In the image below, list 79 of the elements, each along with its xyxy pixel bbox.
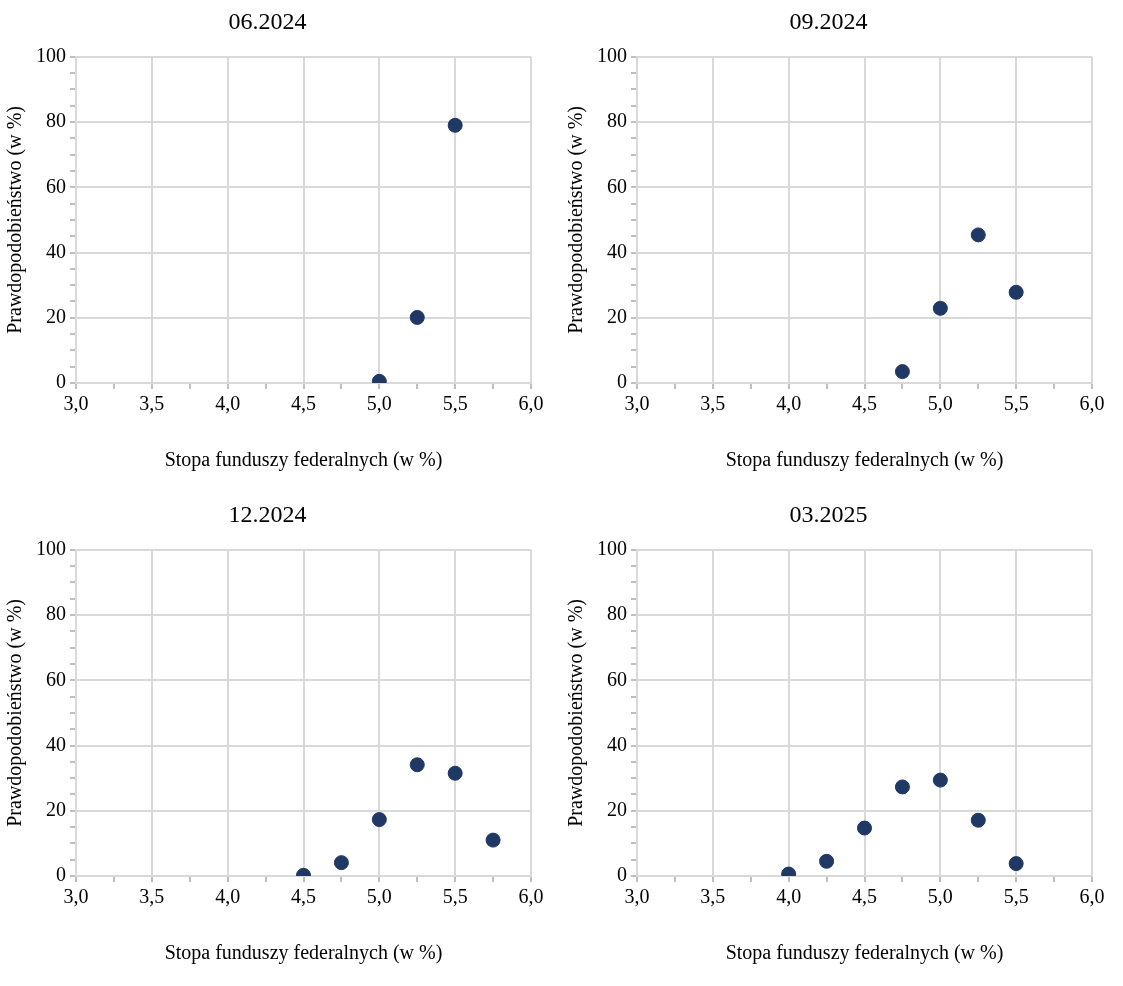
x-tick-label: 4,0 — [215, 392, 241, 415]
point — [1008, 856, 1024, 872]
y-tick-label: 20 — [46, 798, 66, 821]
point — [970, 227, 986, 243]
x-tick-label: 5,0 — [927, 392, 953, 415]
y-tick-label: 40 — [46, 732, 66, 755]
y-tick-label: 80 — [46, 602, 66, 625]
y-tick-label: 20 — [607, 798, 627, 821]
point — [932, 300, 948, 316]
chart-title: 06.2024 — [228, 7, 307, 34]
point — [447, 765, 463, 781]
x-axis-title: Stopa funduszy federalnych (w %) — [164, 941, 443, 965]
y-tick-label: 80 — [607, 109, 627, 132]
x-tick-label: 5,5 — [1003, 392, 1029, 415]
point — [932, 772, 948, 788]
x-tick-label: 6,0 — [518, 885, 544, 908]
x-tick-label: 4,0 — [215, 885, 241, 908]
y-tick-label: 100 — [36, 537, 66, 560]
x-tick-label: 4,5 — [852, 885, 877, 908]
x-tick-label: 4,5 — [852, 392, 877, 415]
x-tick-label: 3,0 — [624, 392, 650, 415]
x-tick-label: 3,0 — [624, 885, 650, 908]
y-axis-title: Prawdopodobieństwo (w %) — [564, 599, 588, 827]
y-tick-label: 80 — [46, 109, 66, 132]
y-axis-title: Prawdopodobieństwo (w %) — [3, 106, 27, 334]
x-tick-label: 4,5 — [291, 885, 316, 908]
point — [371, 812, 387, 828]
y-tick-label: 0 — [56, 863, 66, 886]
x-tick-label: 5,5 — [442, 392, 468, 415]
point — [333, 855, 349, 871]
x-tick-label: 5,5 — [442, 885, 468, 908]
x-tick-label: 3,0 — [63, 392, 89, 415]
y-tick-label: 40 — [46, 239, 66, 262]
point — [819, 853, 835, 869]
y-tick-label: 80 — [607, 602, 627, 625]
y-tick-label: 0 — [617, 370, 627, 393]
x-tick-label: 4,5 — [291, 392, 316, 415]
y-tick-label: 60 — [607, 667, 627, 690]
x-axis-title: Stopa funduszy federalnych (w %) — [725, 448, 1004, 472]
x-tick-label: 3,5 — [700, 885, 726, 908]
point — [409, 757, 425, 773]
x-tick-label: 6,0 — [1079, 392, 1105, 415]
y-tick-label: 20 — [607, 305, 627, 328]
point — [857, 820, 872, 836]
chart-title: 09.2024 — [789, 7, 868, 34]
y-tick-label: 60 — [46, 174, 66, 197]
x-tick-label: 6,0 — [1079, 885, 1105, 908]
x-tick-label: 4,0 — [776, 885, 802, 908]
chart-title: 03.2025 — [789, 500, 868, 527]
x-axis-title: Stopa funduszy federalnych (w %) — [164, 448, 443, 472]
y-tick-label: 100 — [36, 44, 66, 67]
point — [970, 812, 986, 828]
x-tick-label: 4,0 — [776, 392, 802, 415]
x-tick-label: 3,5 — [139, 392, 165, 415]
y-axis-title: Prawdopodobieństwo (w %) — [3, 599, 27, 827]
x-tick-label: 3,0 — [63, 885, 89, 908]
y-tick-label: 60 — [607, 174, 627, 197]
x-tick-label: 5,0 — [366, 392, 392, 415]
y-tick-label: 40 — [607, 732, 627, 755]
point — [485, 832, 501, 848]
x-axis-title: Stopa funduszy federalnych (w %) — [725, 941, 1004, 965]
y-tick-label: 100 — [597, 44, 627, 67]
point — [894, 364, 910, 380]
y-tick-label: 0 — [617, 863, 627, 886]
y-axis-title: Prawdopodobieństwo (w %) — [564, 106, 588, 334]
y-tick-label: 0 — [56, 370, 66, 393]
y-tick-label: 40 — [607, 239, 627, 262]
y-tick-label: 20 — [46, 305, 66, 328]
x-tick-label: 5,0 — [366, 885, 392, 908]
point — [894, 779, 910, 795]
x-tick-label: 3,5 — [700, 392, 726, 415]
y-tick-label: 60 — [46, 667, 66, 690]
point — [1008, 284, 1024, 300]
y-tick-label: 100 — [597, 537, 627, 560]
x-tick-label: 6,0 — [518, 392, 544, 415]
x-tick-label: 3,5 — [139, 885, 165, 908]
chart-title: 12.2024 — [228, 500, 307, 527]
x-tick-label: 5,0 — [927, 885, 953, 908]
x-tick-label: 5,5 — [1003, 885, 1029, 908]
